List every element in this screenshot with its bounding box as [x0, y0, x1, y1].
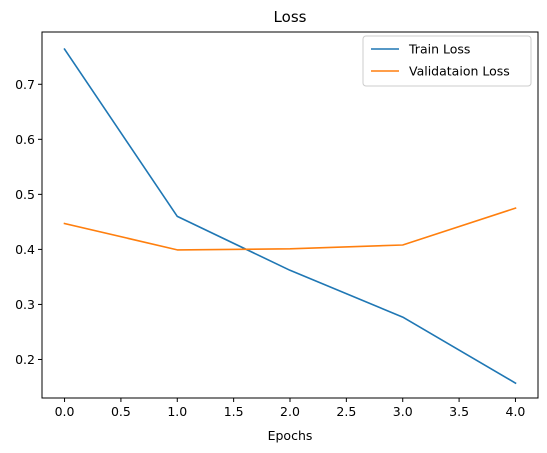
x-tick-label: 3.5 [449, 404, 469, 419]
x-tick-label: 3.0 [393, 404, 413, 419]
legend-box [362, 35, 532, 87]
y-tick-label: 0.6 [15, 132, 35, 147]
y-tick-label: 0.3 [15, 297, 35, 312]
x-tick-label: 0.0 [55, 404, 75, 419]
y-tick-label: 0.2 [15, 352, 35, 367]
x-axis-ticks: 0.0 0.5 1.0 1.5 2.0 2.5 3.0 3.5 4.0 [55, 398, 526, 419]
x-tick-label: 4.0 [506, 404, 526, 419]
series-line-1 [63, 47, 517, 385]
y-axis-ticks: 0.2 0.3 0.4 0.5 0.6 0.7 [15, 77, 42, 367]
plot-lines [63, 47, 517, 385]
x-tick-label: 0.5 [111, 404, 131, 419]
x-tick-label: 2.0 [280, 404, 300, 419]
plot-frame [41, 31, 539, 399]
series-line-2 [63, 207, 517, 251]
y-tick-label: 0.4 [15, 242, 35, 257]
x-tick-label: 1.0 [167, 404, 187, 419]
legend-label-1: Train Loss [408, 42, 470, 57]
y-tick-label: 0.5 [15, 187, 35, 202]
chart-title: Loss [274, 8, 307, 26]
x-axis-label: Epochs [268, 428, 313, 443]
legend: Train Loss Validataion Loss [362, 35, 532, 87]
x-tick-label: 1.5 [224, 404, 244, 419]
legend-label-2: Validataion Loss [409, 64, 510, 79]
x-tick-label: 2.5 [336, 404, 356, 419]
y-tick-label: 0.7 [15, 77, 35, 92]
